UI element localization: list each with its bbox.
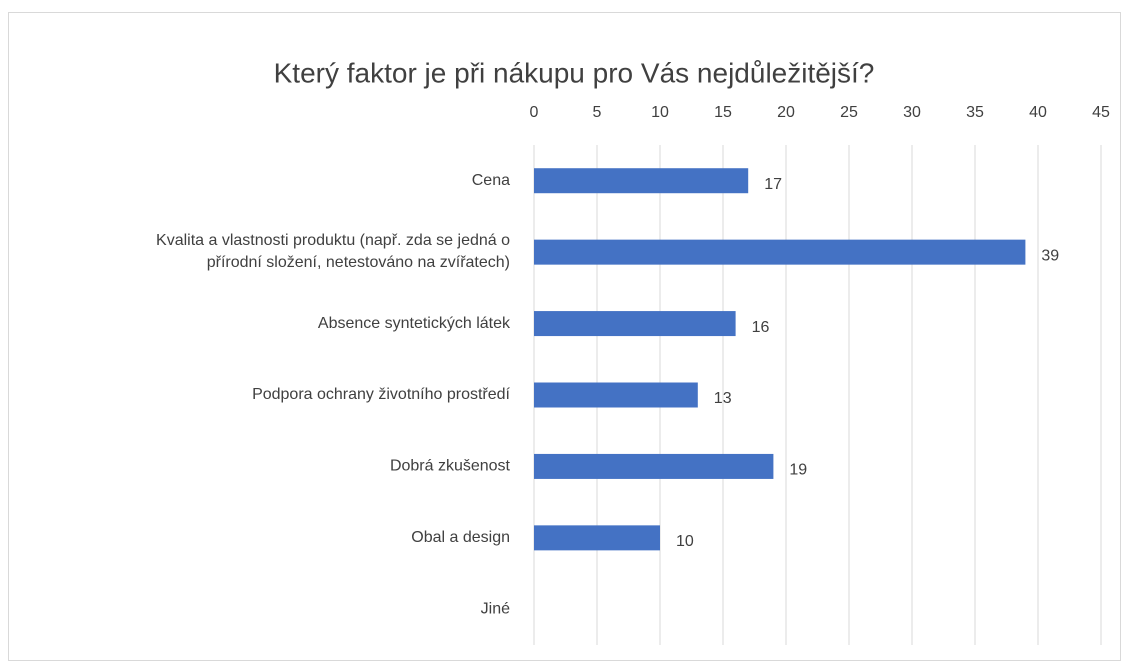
bar	[534, 311, 736, 337]
x-tick-label: 30	[903, 104, 921, 121]
bar	[534, 453, 774, 479]
chart-title: Který faktor je při nákupu pro Vás nejdů…	[274, 57, 875, 88]
x-tick-label: 5	[593, 104, 602, 121]
y-tick-label: Obal a design	[411, 529, 510, 546]
x-tick-label: 15	[714, 104, 732, 121]
data-label: 10	[676, 533, 694, 550]
x-tick-label: 20	[777, 104, 795, 121]
x-tick-label: 25	[840, 104, 858, 121]
data-label: 16	[752, 319, 770, 336]
x-tick-label: 35	[966, 104, 984, 121]
bar	[534, 382, 698, 408]
x-tick-label: 45	[1092, 104, 1110, 121]
data-label: 13	[714, 390, 732, 407]
bar	[534, 525, 660, 551]
chart-frame	[8, 12, 1121, 661]
y-tick-label: Absence syntetických látek	[318, 315, 511, 332]
y-tick-label: Dobrá zkušenost	[390, 458, 511, 475]
y-tick-label: Jiné	[481, 601, 510, 618]
y-tick-label: Cena	[472, 172, 510, 189]
data-label: 19	[789, 462, 807, 479]
bar	[534, 168, 749, 194]
x-tick-label: 0	[530, 104, 539, 121]
data-label: 39	[1041, 247, 1059, 264]
x-tick-label: 10	[651, 104, 669, 121]
data-label: 17	[764, 176, 782, 193]
y-tick-label: Kvalita a vlastnosti produktu (např. zda…	[156, 232, 510, 271]
bar	[534, 239, 1026, 265]
x-tick-label: 40	[1029, 104, 1047, 121]
y-tick-label: Podpora ochrany životního prostředí	[252, 386, 510, 403]
